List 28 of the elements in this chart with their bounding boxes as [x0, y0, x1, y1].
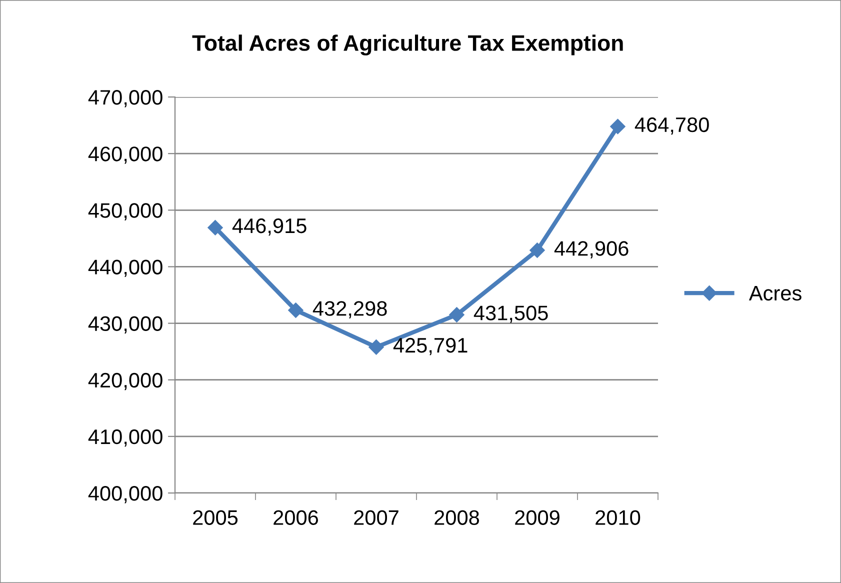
- x-tick-label: 2005: [193, 510, 238, 525]
- y-tick-label: 450,000: [88, 203, 162, 220]
- point: [288, 302, 304, 318]
- data-label: 464,780: [634, 117, 709, 135]
- x-tick-label: 2006: [274, 510, 318, 525]
- y-tick-label: 470,000: [88, 90, 162, 108]
- data-label: 432,298: [312, 301, 387, 318]
- point: [368, 340, 384, 355]
- x-tick-label: 2008: [434, 510, 480, 525]
- data-label: 425,791: [393, 338, 468, 356]
- x-tick-label: 2009: [515, 510, 560, 525]
- x-tick-label: 2007: [354, 510, 398, 525]
- y-tick-label: 460,000: [88, 146, 162, 164]
- data-label: 446,915: [232, 218, 306, 236]
- point: [610, 118, 626, 134]
- legend-label: Acres: [748, 286, 802, 301]
- y-tick-label: 430,000: [88, 316, 162, 334]
- y-tick-label: 410,000: [88, 429, 162, 447]
- x-tick-label: 2010: [596, 510, 640, 525]
- data-label: 442,906: [554, 241, 628, 258]
- point: [449, 307, 464, 322]
- chart-title: Total Acres of Agriculture Tax Exemption: [192, 34, 623, 56]
- y-tick-label: 440,000: [88, 260, 162, 277]
- y-tick-label: 400,000: [88, 486, 162, 504]
- y-tick-label: 420,000: [88, 372, 162, 390]
- point: [208, 220, 223, 236]
- data-label: 431,505: [474, 306, 548, 323]
- point: [530, 242, 545, 258]
